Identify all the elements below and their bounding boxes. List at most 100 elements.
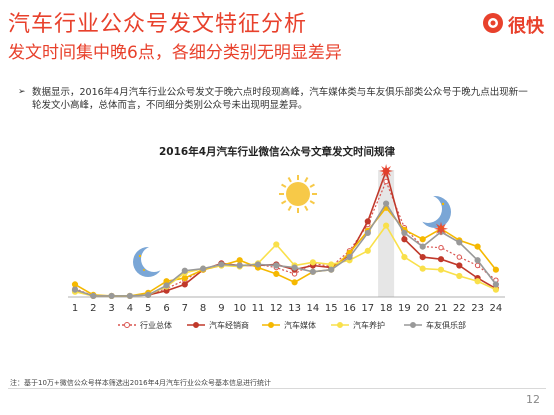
logo-text: 很快 xyxy=(508,16,544,37)
x-tick-label: 16 xyxy=(343,303,356,314)
x-tick-label: 9 xyxy=(218,303,224,314)
legend-label: 汽车经销商 xyxy=(209,320,249,330)
data-point xyxy=(383,178,389,185)
data-point xyxy=(364,218,371,225)
data-point xyxy=(273,241,280,248)
data-point xyxy=(419,254,426,261)
x-tick-label: 24 xyxy=(490,303,503,314)
x-tick-label: 3 xyxy=(108,303,114,314)
data-point xyxy=(181,281,188,288)
data-point xyxy=(437,266,445,273)
x-tick-label: 6 xyxy=(163,303,169,314)
x-tick-label: 20 xyxy=(416,303,429,314)
data-point xyxy=(474,243,481,250)
data-point xyxy=(383,200,390,207)
legend-label: 汽车媒体 xyxy=(284,320,316,330)
data-point xyxy=(218,261,225,268)
x-tick-label: 21 xyxy=(435,303,448,314)
page-subtitle: 发文时间集中晚6点，各细分类别无明显差异 xyxy=(8,43,342,63)
data-point xyxy=(419,265,426,272)
data-point xyxy=(383,222,390,229)
data-point xyxy=(364,229,371,237)
data-point xyxy=(163,282,170,289)
data-point xyxy=(90,292,97,300)
footnote: 注：基于10万+微信公众号样本筛选出2016年4月汽车行业公众号基本信息进行统计 xyxy=(10,379,272,387)
legend-label: 车友俱乐部 xyxy=(426,320,466,330)
data-point xyxy=(474,262,481,269)
brand-logo: 很快 xyxy=(482,12,544,38)
logo-icon xyxy=(482,12,504,38)
x-tick-label: 2 xyxy=(90,303,96,314)
data-point xyxy=(273,270,280,277)
x-tick-label: 8 xyxy=(200,303,206,314)
data-point xyxy=(492,286,499,293)
legend-swatch-marker xyxy=(268,322,274,328)
data-point xyxy=(328,261,335,268)
page-number: 12 xyxy=(526,393,540,406)
data-point xyxy=(145,291,152,298)
data-point xyxy=(200,265,207,272)
peak-marker xyxy=(434,221,448,236)
x-tick-label: 5 xyxy=(145,303,151,314)
data-point xyxy=(492,266,499,273)
sun-icon xyxy=(279,175,317,213)
data-point xyxy=(438,244,444,251)
chart-title: 2016年4月汽车行业微信公众号文章发文时间规律 xyxy=(159,145,396,158)
peak-marker xyxy=(379,164,394,178)
data-point xyxy=(456,272,463,280)
data-point xyxy=(309,259,316,266)
x-tick-label: 17 xyxy=(361,303,374,314)
x-tick-label: 12 xyxy=(270,303,283,314)
x-tick-label: 23 xyxy=(471,303,484,314)
data-point xyxy=(401,254,408,261)
data-point xyxy=(108,292,115,300)
legend-swatch-marker xyxy=(193,322,199,328)
data-point xyxy=(71,281,79,288)
footer-divider xyxy=(8,388,546,389)
x-tick-label: 1 xyxy=(72,303,78,314)
data-point xyxy=(474,278,481,285)
data-point xyxy=(273,262,280,269)
legend-label: 行业总体 xyxy=(140,320,172,330)
data-point xyxy=(254,261,262,268)
summary-text: 数据显示，2016年4月汽车行业公众号发文于晚六点时段现高峰，汽车媒体类与车友俱… xyxy=(32,87,528,111)
page-title: 汽车行业公众号发文特征分析 xyxy=(8,12,308,37)
data-point xyxy=(236,262,243,269)
x-tick-label: 18 xyxy=(380,303,393,314)
data-point xyxy=(181,267,188,274)
data-point xyxy=(492,281,499,288)
data-point xyxy=(181,275,188,282)
x-tick-label: 10 xyxy=(233,303,246,314)
highlight-band xyxy=(378,170,395,297)
data-point xyxy=(401,229,408,237)
data-point xyxy=(456,239,463,246)
legend-swatch-marker xyxy=(124,322,130,328)
x-tick-label: 15 xyxy=(325,303,338,314)
data-point xyxy=(401,236,408,243)
x-tick-label: 7 xyxy=(182,303,188,314)
data-point xyxy=(456,262,463,269)
data-point xyxy=(364,247,371,254)
data-point xyxy=(328,266,335,273)
data-point xyxy=(474,257,481,264)
bullet-arrow-icon: ➢ xyxy=(18,87,26,97)
data-point xyxy=(456,254,462,260)
x-tick-label: 14 xyxy=(307,303,320,314)
x-tick-label: 11 xyxy=(252,303,265,314)
data-point xyxy=(419,243,426,250)
data-point xyxy=(291,279,298,286)
x-tick-label: 13 xyxy=(288,303,301,314)
legend-label: 汽车养护 xyxy=(353,320,385,330)
x-tick-label: 19 xyxy=(398,303,411,314)
data-point xyxy=(346,254,353,261)
data-point xyxy=(309,268,316,275)
data-point xyxy=(126,292,133,300)
data-point xyxy=(437,256,445,263)
data-point xyxy=(291,264,298,271)
data-point xyxy=(236,257,243,264)
summary-bullet: ➢ 数据显示，2016年4月汽车行业公众号发文于晚六点时段现高峰，汽车媒体类与车… xyxy=(18,86,532,112)
x-tick-label: 22 xyxy=(453,303,466,314)
data-point xyxy=(71,286,79,293)
x-tick-label: 4 xyxy=(127,303,133,314)
